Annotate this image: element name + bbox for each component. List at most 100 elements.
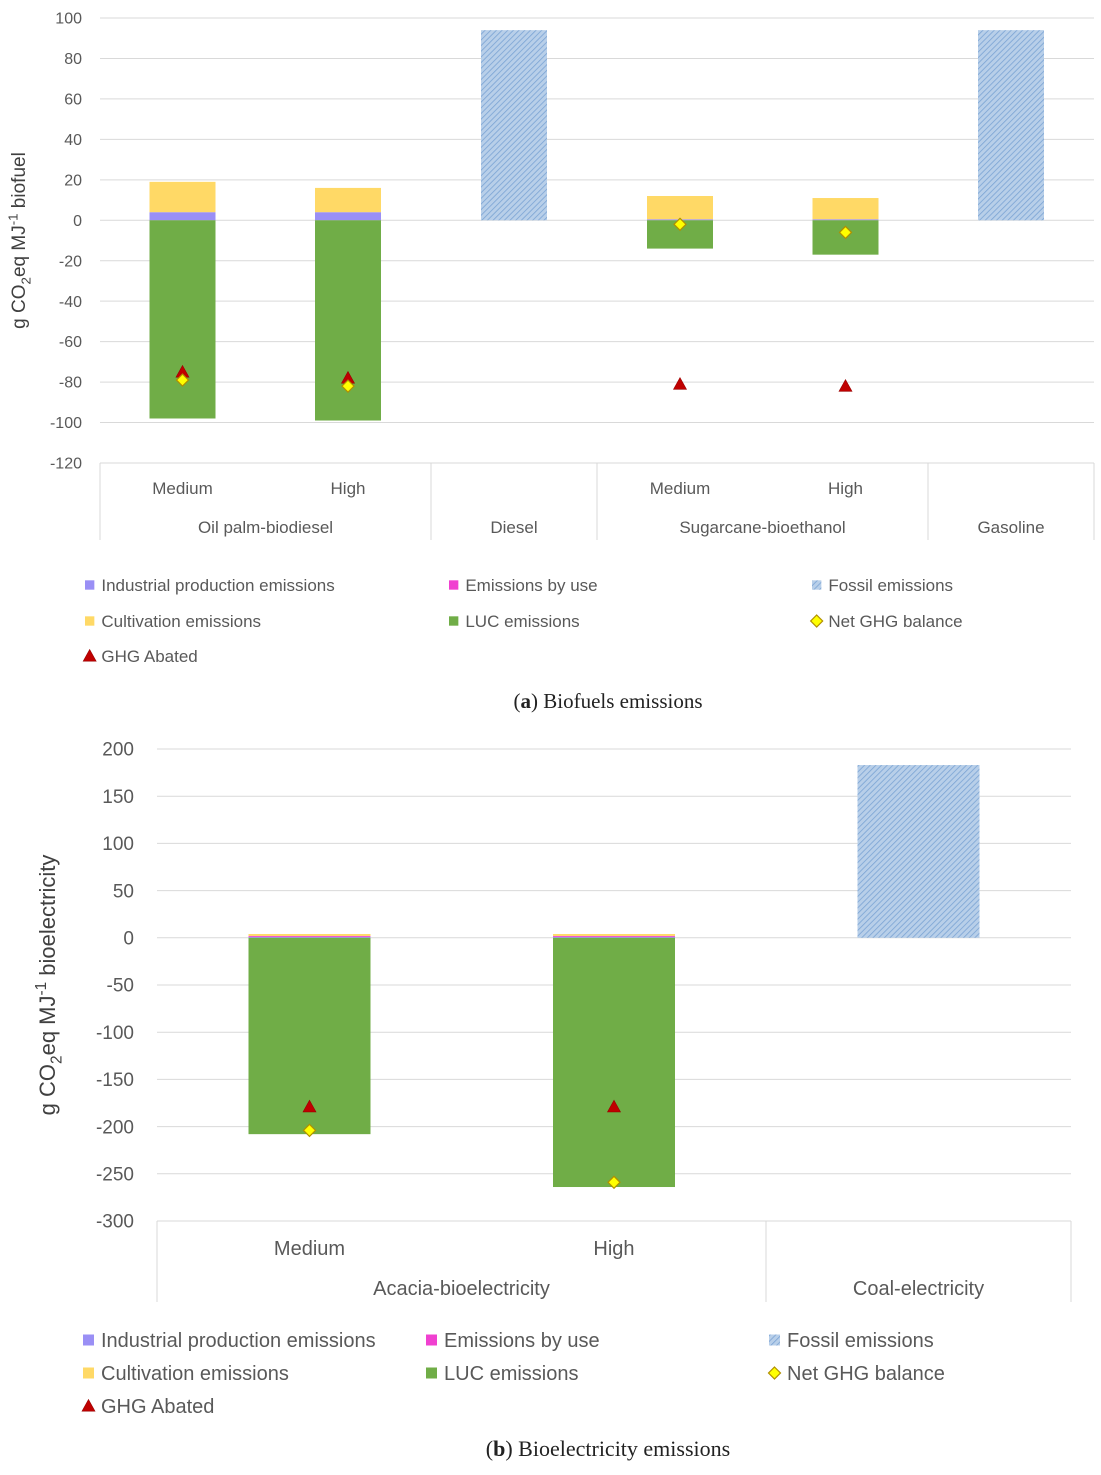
- legend-label: Net GHG balance: [828, 612, 962, 631]
- net-ghg-point: [341, 379, 355, 393]
- legend-label: LUC emissions: [444, 1363, 578, 1385]
- bar: [149, 220, 216, 419]
- category-label: Medium: [152, 479, 212, 498]
- legend-label: Cultivation emissions: [101, 612, 261, 631]
- bar: [978, 30, 1044, 221]
- group-label: Acacia-bioelectricity: [373, 1278, 550, 1300]
- ghg-abated-point: [302, 1099, 317, 1113]
- y-axis-title-part: -1: [5, 213, 20, 225]
- chart-bioelectricity: 200 150 100 50 0 -50 -100 -150 -200 -250 -300 Mediu…: [33, 740, 1072, 1461]
- y-tick-label: -150: [96, 1070, 134, 1091]
- bar: [248, 936, 371, 938]
- net-ghg-point: [673, 217, 687, 232]
- y-tick-label: -60: [59, 334, 82, 351]
- y-tick-label: -300: [96, 1212, 134, 1233]
- y-tick-label: -120: [50, 456, 82, 473]
- legend-marker: [82, 648, 97, 662]
- y-axis-title-part: 2: [19, 277, 34, 284]
- group-label: Oil palm-biodiesel: [198, 518, 333, 537]
- legend-swatch: [449, 616, 459, 626]
- legend-marker: [809, 614, 824, 628]
- bar: [553, 936, 675, 938]
- y-tick-label: 20: [64, 172, 82, 189]
- bar: [248, 935, 371, 937]
- net-ghg-point: [607, 1175, 621, 1190]
- legend-swatch: [812, 580, 822, 590]
- group-label: Sugarcane-bioethanol: [679, 518, 845, 537]
- y-axis-title-part: g CO: [9, 284, 30, 328]
- legend-label: LUC emissions: [465, 612, 579, 631]
- bar: [812, 198, 879, 220]
- net-ghg-point: [302, 1123, 317, 1138]
- bar: [647, 196, 713, 220]
- legend-swatch: [83, 1367, 94, 1379]
- legend-marker: [767, 1366, 782, 1380]
- y-tick-label: -100: [96, 1023, 134, 1044]
- y-tick-label: -200: [96, 1117, 134, 1138]
- y-tick-label: 60: [64, 92, 82, 109]
- bar: [248, 934, 371, 936]
- y-tick-label: -100: [50, 415, 82, 432]
- chart-caption: (b) Bioelectricity emissions: [486, 1436, 730, 1461]
- y-tick-label: 50: [113, 881, 134, 902]
- category-label: Medium: [274, 1238, 345, 1260]
- legend-label: Fossil emissions: [828, 576, 953, 595]
- category-label: High: [331, 479, 366, 498]
- category-label: High: [828, 479, 863, 498]
- y-tick-label: 200: [102, 740, 134, 761]
- bar: [553, 937, 675, 1188]
- legend-label: Emissions by use: [444, 1330, 600, 1352]
- legend-swatch: [449, 580, 459, 590]
- y-axis-title: g CO2eq MJ-1 bioelectricity: [33, 855, 65, 1116]
- y-tick-label: -20: [59, 253, 82, 270]
- y-axis-title-part: eq MJ: [9, 225, 30, 277]
- y-tick-label: -80: [59, 375, 82, 392]
- y-tick-label: 100: [102, 834, 134, 855]
- ghg-abated-point: [606, 1099, 622, 1113]
- category-label: Medium: [650, 479, 710, 498]
- y-axis-title-part: g CO: [35, 1064, 60, 1115]
- y-axis-title-part: biofuel: [9, 152, 30, 213]
- legend-label: Industrial production emissions: [101, 1330, 376, 1352]
- bar: [812, 219, 879, 221]
- chart-biofuels: 100 80 60 40 20 0 -20 -40 -60 -80 -100 -120 Medium Hi…: [5, 11, 1095, 713]
- group-label: Coal-electricity: [853, 1278, 984, 1300]
- legend-swatch: [85, 616, 95, 626]
- bar: [315, 187, 381, 213]
- legend-label: Fossil emissions: [787, 1330, 934, 1352]
- legend-swatch: [769, 1334, 780, 1346]
- legend-swatch: [426, 1367, 437, 1379]
- caption-text: ) Biofuels emissions: [531, 689, 703, 713]
- caption-text: ) Bioelectricity emissions: [505, 1436, 730, 1461]
- ghg-abated-point: [838, 379, 853, 392]
- legend-swatch: [426, 1334, 437, 1346]
- legend-marker: [81, 1398, 96, 1412]
- net-ghg-point: [838, 225, 853, 240]
- y-axis-title-part: 2: [49, 1055, 66, 1064]
- legend-swatch: [83, 1334, 94, 1346]
- caption-letter: a: [521, 689, 532, 713]
- y-axis-title-part: -1: [33, 982, 50, 996]
- legend-label: GHG Abated: [101, 647, 197, 666]
- bar: [553, 934, 675, 936]
- legend-label: Net GHG balance: [787, 1363, 945, 1385]
- y-tick-label: 150: [102, 787, 134, 808]
- y-tick-label: 80: [64, 51, 82, 68]
- group-label: Gasoline: [977, 518, 1044, 537]
- legend-label: Cultivation emissions: [101, 1363, 289, 1385]
- legend-label: Industrial production emissions: [101, 576, 334, 595]
- caption-letter: b: [493, 1436, 505, 1461]
- y-tick-label: 40: [64, 132, 82, 149]
- caption-prefix: (: [486, 1436, 493, 1461]
- bar: [857, 765, 980, 938]
- y-tick-label: -40: [59, 294, 82, 311]
- group-label: Diesel: [490, 518, 537, 537]
- y-tick-label: -250: [96, 1164, 134, 1185]
- legend-swatch: [85, 580, 95, 590]
- bar: [149, 212, 216, 221]
- y-axis-title: g CO2eq MJ-1 biofuel: [5, 152, 33, 329]
- legend-label: GHG Abated: [101, 1396, 214, 1418]
- bar: [553, 935, 675, 937]
- y-tick-label: 0: [123, 928, 134, 949]
